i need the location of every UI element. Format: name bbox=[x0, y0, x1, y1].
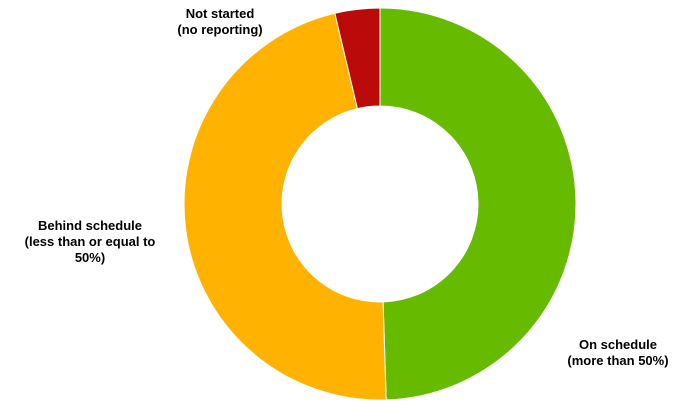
donut-slices bbox=[183, 7, 577, 401]
slice-label-behind-schedule: Behind schedule (less than or equal to 5… bbox=[2, 218, 178, 266]
slice-label-line: (less than or equal to bbox=[24, 234, 156, 249]
slice-label-line: 50%) bbox=[74, 250, 106, 265]
donut-slice-on-schedule bbox=[379, 7, 577, 401]
slice-label-not-started: Not started (no reporting) bbox=[160, 6, 280, 38]
donut-slice-behind bbox=[183, 12, 387, 401]
slice-label-line: Not started bbox=[185, 6, 255, 21]
slice-label-line: (no reporting) bbox=[177, 22, 263, 37]
slice-label-line: Behind schedule bbox=[37, 218, 143, 233]
slice-label-on-schedule: On schedule (more than 50%) bbox=[553, 337, 683, 369]
slice-label-line: (more than 50%) bbox=[567, 353, 669, 368]
donut-slice-not-started bbox=[334, 7, 381, 110]
slice-label-line: On schedule bbox=[578, 337, 658, 352]
